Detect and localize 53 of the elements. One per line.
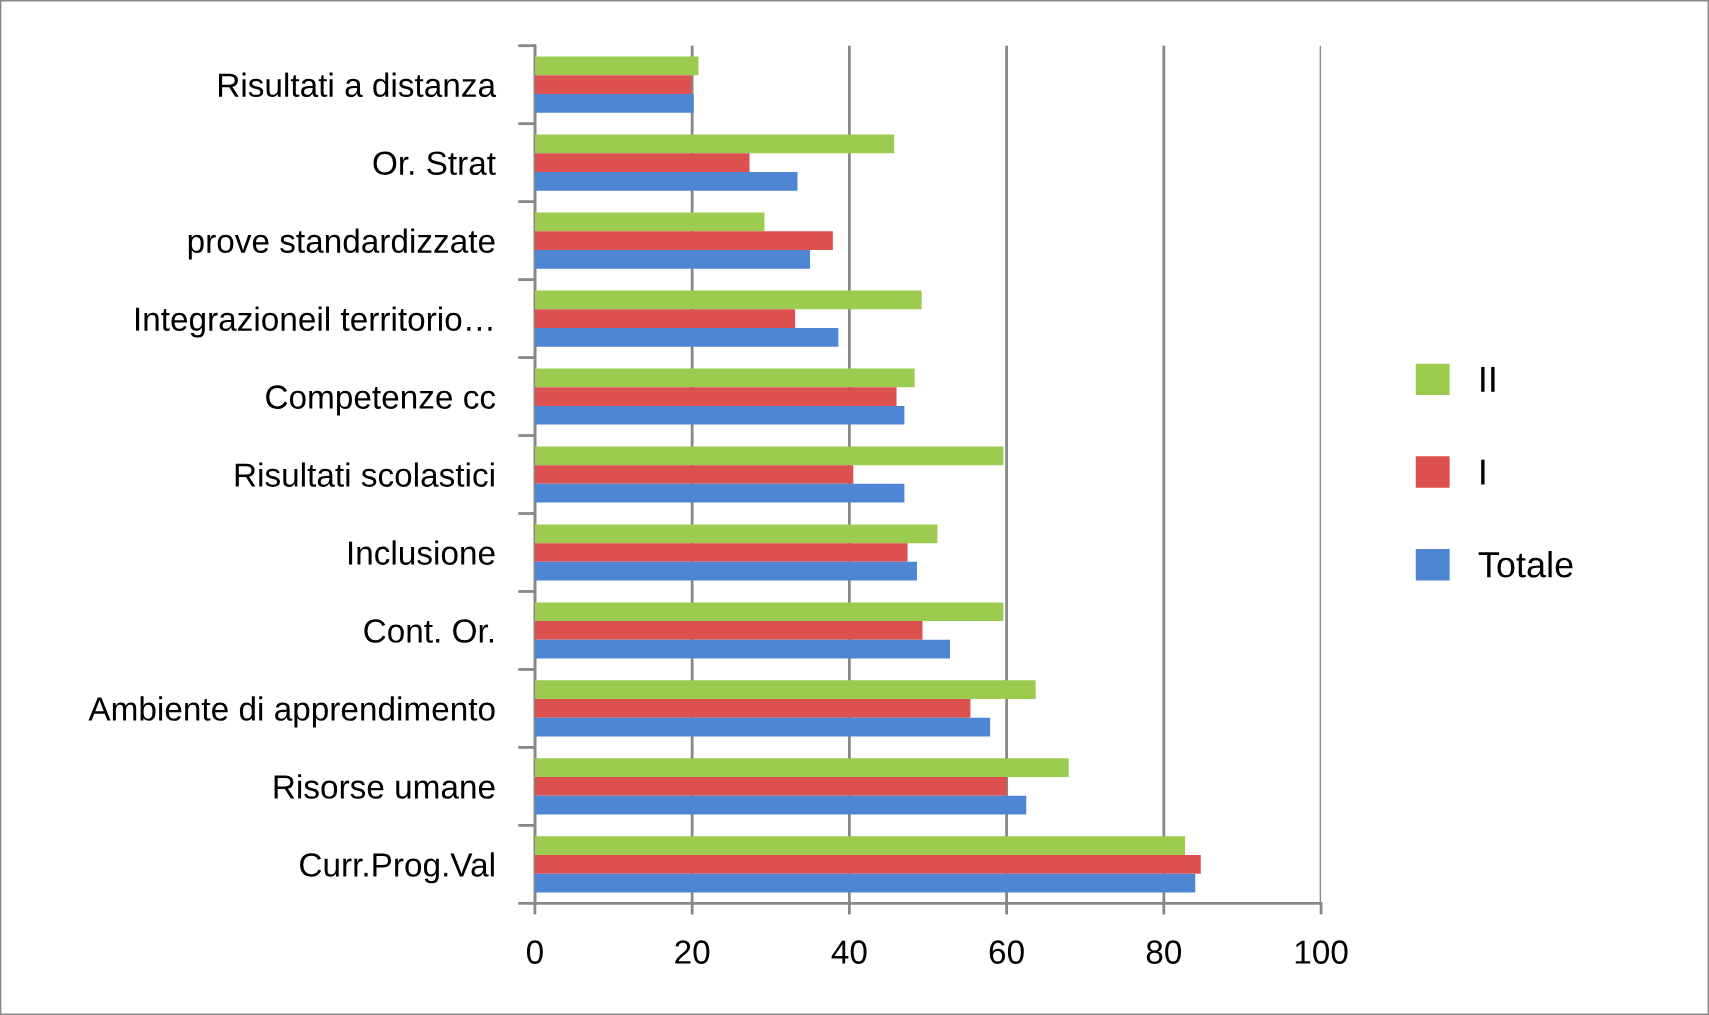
bar [534,836,1186,856]
bar [534,75,692,95]
x-tick-label: 100 [1295,940,1348,964]
y-tick-label: Risultati scolastici [235,462,494,487]
bar [534,171,798,191]
bar [534,387,897,406]
legend-label: Totale [1478,551,1573,578]
bar [534,602,1004,622]
bar [534,465,854,484]
y-tick-label: prove standardizzate [188,228,495,260]
y-tick-label: Risorse umane [274,774,495,799]
y-tick-label: Or. Strat [373,151,496,176]
y-tick-label: Curr.Prog.Val [300,852,494,884]
x-tick-label: 80 [1146,940,1182,964]
y-tick-label: Competenze cc [266,385,496,416]
bar [534,873,1196,893]
y-tick-label: Inclusione [349,540,495,565]
y-tick-label: Risultati a distanza [219,72,497,98]
bar [534,309,796,328]
bar [534,855,1201,874]
bar [534,405,905,425]
bar [534,795,1027,815]
bar [534,56,699,76]
bar [534,134,895,154]
y-tick-label: Cont. Or. [364,619,493,643]
bar [534,758,1069,778]
bar [534,717,991,737]
x-tick-label: 40 [831,940,867,964]
bar [534,483,905,503]
bar [534,680,1036,700]
bar [534,699,971,718]
legend-label: I [1481,459,1485,485]
bar [534,327,839,347]
legend-label: II [1481,366,1495,392]
x-tick-label: 0 [526,940,543,964]
y-tick-label: Ambiente di apprendimento [88,696,495,728]
x-tick-label: 60 [989,940,1024,964]
bar [534,153,750,172]
bar [534,290,922,310]
y-tick-label: Integrazioneil territorio… [136,306,492,338]
bar [534,524,938,544]
bar [534,621,923,640]
bar [534,94,694,113]
bar [534,212,765,232]
bar [534,249,811,269]
x-tick-label: 20 [675,940,710,964]
bar [534,639,950,659]
bar [534,368,915,388]
bar [534,777,1007,796]
bar [534,543,908,562]
bar [534,561,917,581]
bar [534,231,833,250]
bar [534,446,1004,466]
